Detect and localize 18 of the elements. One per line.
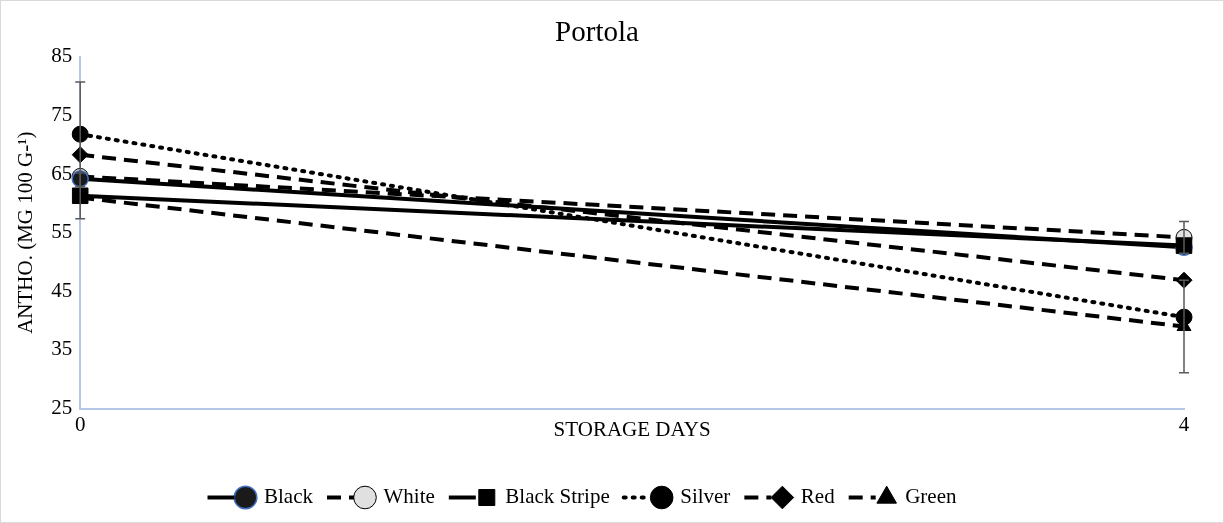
y-tick-label: 25 [51, 395, 73, 420]
legend-label: Green [905, 484, 957, 509]
legend-label: White [383, 484, 435, 509]
y-tick-label: 55 [51, 219, 73, 244]
y-tick-label: 75 [51, 101, 73, 126]
y-tick-label: 35 [51, 336, 73, 361]
x-tick-label: 0 [74, 411, 86, 436]
x-tick-label: 4 [1178, 411, 1190, 436]
legend-label: Silver [680, 484, 731, 509]
y-tick-label: 85 [51, 43, 73, 68]
chart-title: Portola [555, 15, 640, 48]
legend-label: Black [264, 484, 314, 509]
legend-label: Black Stripe [505, 484, 610, 509]
y-tick-label: 45 [51, 277, 73, 302]
legend-label: Red [800, 484, 836, 509]
y-axis-title: ANTHO. (MG 100 G-¹) [13, 131, 38, 334]
y-tick-label: 65 [51, 160, 73, 185]
x-axis-title: STORAGE DAYS [553, 416, 711, 441]
